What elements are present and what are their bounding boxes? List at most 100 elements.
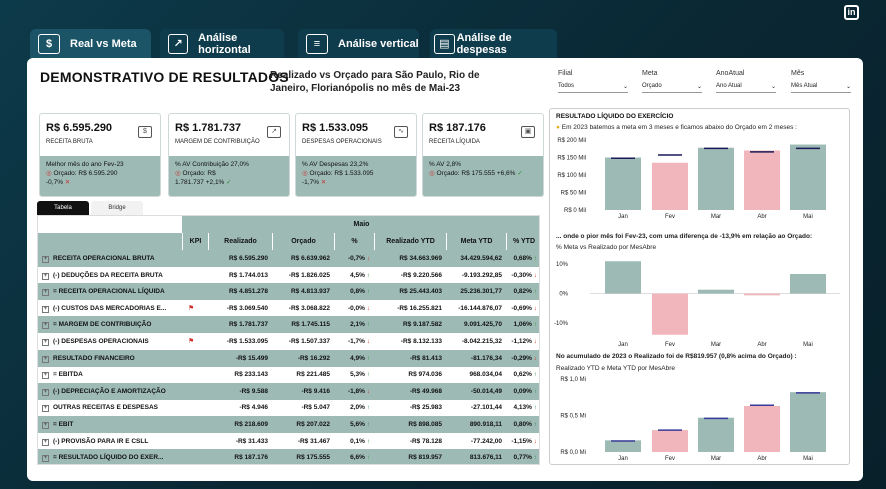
chart-text-2: ... onde o pior mês foi Fev-23, com uma …: [556, 233, 813, 240]
col-kpi[interactable]: KPI: [182, 233, 208, 250]
expand-icon[interactable]: +: [42, 372, 49, 380]
flag-icon: [188, 433, 202, 450]
flag-icon: ⚑: [188, 338, 195, 345]
kpi-line1: Melhor mês do ano Fev-23: [46, 161, 124, 168]
check-icon: ✓: [517, 170, 523, 177]
tab-label: Real vs Meta: [70, 37, 137, 50]
x-tick-label: Fev: [665, 456, 675, 462]
y-tick-label: 0%: [559, 292, 568, 298]
x-tick-label: Jan: [618, 214, 628, 219]
col-meta-ytd[interactable]: Meta YTD: [446, 233, 506, 250]
row-label: + = MARGEM DE CONTRIBUIÇÃO: [42, 321, 152, 330]
tab-bridge[interactable]: Bridge: [91, 201, 143, 215]
cell-real: R$ 4.851.278: [228, 288, 268, 296]
cell-pct: 5,3% ↑: [350, 371, 370, 379]
cell-meta: -50.014,49: [470, 387, 502, 395]
flag-icon: [188, 316, 202, 333]
row-label: + RECEITA OPERACIONAL BRUTA: [42, 255, 155, 263]
cell-real: -R$ 3.069.540: [226, 304, 268, 312]
table-row[interactable]: + OUTRAS RECEITAS E DESPESAS -R$ 4.946 -R$ …: [38, 399, 539, 416]
chart-text-1: ● Em 2023 batemos a meta em 3 meses e fi…: [556, 124, 797, 131]
arrow-up-icon: ↑: [531, 371, 537, 379]
expand-icon[interactable]: +: [42, 305, 49, 313]
linkedin-icon[interactable]: in: [844, 5, 859, 20]
cell-orc: R$ 221.485: [296, 371, 330, 379]
cell-meta: 890.918,11: [469, 421, 502, 428]
kpi-value: R$ 1.533.095: [302, 122, 369, 134]
tab-analise-vertical[interactable]: ≡ Análise vertical: [298, 29, 419, 58]
table-row[interactable]: + RECEITA OPERACIONAL BRUTA R$ 6.595.290 R$…: [38, 250, 539, 267]
cell-pct: 2,0% ↑: [350, 404, 370, 412]
col-realizado[interactable]: Realizado: [208, 233, 272, 250]
arrow-down-icon: ↓: [364, 255, 370, 262]
bar: [790, 392, 826, 452]
table-row[interactable]: + = RECEITA OPERACIONAL LÍQUIDA R$ 4.851.2…: [38, 283, 539, 301]
table-row[interactable]: + (-) DESPESAS OPERACIONAIS ⚑ -R$ 1.533.095…: [38, 333, 539, 350]
x-tick-label: Mai: [803, 342, 813, 348]
expand-icon[interactable]: +: [42, 438, 49, 446]
expand-icon[interactable]: +: [42, 388, 49, 396]
cell-pct: 2,1% ↑: [350, 321, 370, 329]
wallet-icon: ▣: [521, 126, 535, 138]
y-tick-label: R$ 200 Mil: [557, 138, 586, 144]
bar-trend-icon: ↗: [267, 126, 281, 138]
col-pct[interactable]: %: [334, 233, 374, 250]
tab-analise-horizontal[interactable]: ↗ Análise horizontal: [160, 29, 284, 58]
filter-value: Todos: [558, 83, 575, 89]
arrow-up-icon: ↑: [531, 404, 537, 412]
table-row[interactable]: + = EBITDA R$ 233.143 R$ 221.485 5,3% ↑ R$ 97…: [38, 366, 539, 383]
expand-icon[interactable]: +: [42, 355, 49, 363]
tab-analise-despesas[interactable]: ▤ Análise de despesas: [430, 29, 557, 58]
dre-table: Maio KPI Realizado Orçado % Realizado YT…: [37, 215, 540, 465]
expand-icon[interactable]: +: [42, 422, 49, 429]
target-icon: ◎: [175, 170, 183, 177]
arrow-up-icon: ↑: [531, 421, 537, 428]
cell-ytd: -R$ 9.220.566: [400, 271, 442, 279]
cell-real: -R$ 4.946: [239, 404, 268, 412]
expand-icon[interactable]: +: [42, 289, 49, 297]
expand-icon[interactable]: +: [42, 256, 49, 263]
filter-ano[interactable]: AnoAtual Ano Atual ⌄: [716, 70, 776, 93]
expand-icon[interactable]: +: [42, 405, 49, 413]
kpi-line2: Orçado: R$ 6.595.290: [53, 170, 118, 177]
flag-icon: [188, 350, 202, 367]
y-tick-label: R$ 150 Mil: [557, 156, 586, 162]
kpi-line3: -0,7%: [46, 179, 63, 186]
table-row[interactable]: + RESULTADO FINANCEIRO -R$ 15.499 -R$ 16.29…: [38, 349, 539, 367]
cell-ytd: -R$ 81.413: [409, 354, 442, 362]
filter-meta[interactable]: Meta Orçado ⌄: [642, 70, 702, 93]
cell-meta: -8.042.215,32: [461, 338, 502, 345]
table-row[interactable]: + (-) CUSTOS DAS MERCADORIAS E... ⚑ -R$ 3.0…: [38, 300, 539, 317]
cell-pytd: 0,80% ↑: [513, 421, 538, 428]
table-row[interactable]: + (-) PROVISÃO PARA IR E CSLL -R$ 31.433 -R…: [38, 433, 539, 450]
y-tick-label: R$ 100 Mil: [557, 173, 586, 179]
table-row[interactable]: + = RESULTADO LÍQUIDO DO EXER... R$ 187.17…: [38, 449, 539, 464]
col-orcado[interactable]: Orçado: [272, 233, 334, 250]
cell-ytd: -R$ 49.968: [409, 387, 442, 395]
tab-real-vs-meta[interactable]: $ Real vs Meta: [30, 29, 151, 58]
filter-mes[interactable]: Mês Mês Atual ⌄: [791, 70, 851, 93]
col-pct-ytd[interactable]: % YTD: [506, 233, 539, 250]
kpi-line3: -1,7%: [302, 179, 319, 186]
table-row[interactable]: + = EBIT R$ 218.609 R$ 207.022 5,6% ↑ R$ 898.…: [38, 416, 539, 433]
y-tick-label: 10%: [556, 262, 569, 268]
filter-filial[interactable]: Filial Todos ⌄: [558, 70, 628, 93]
filter-label: AnoAtual: [716, 70, 745, 77]
expand-icon[interactable]: +: [42, 455, 49, 463]
expand-icon[interactable]: +: [42, 339, 49, 346]
table-row[interactable]: + (-) DEPRECIAÇÃO E AMORTIZAÇÃO -R$ 9.588 -…: [38, 382, 539, 400]
expand-icon[interactable]: +: [42, 272, 49, 280]
chart-text-2-sub: % Meta vs Realizado por MesAbre: [556, 244, 657, 251]
chart-text-3-sub: Realizado YTD e Meta YTD por MesAbre: [556, 365, 675, 372]
table-row[interactable]: + (-) DEDUÇÕES DA RECEITA BRUTA R$ 1.744.0…: [38, 267, 539, 284]
kpi-line3: +6,6%: [496, 170, 516, 177]
expand-icon[interactable]: +: [42, 322, 49, 330]
cell-ytd: R$ 819.957: [408, 454, 442, 462]
arrow-down-icon: ↓: [531, 271, 537, 279]
col-realizado-ytd[interactable]: Realizado YTD: [374, 233, 446, 250]
arrow-up-icon: ↑: [364, 404, 370, 412]
tab-tabela[interactable]: Tabela: [37, 201, 89, 215]
table-row[interactable]: + = MARGEM DE CONTRIBUIÇÃO R$ 1.781.737 R$ …: [38, 316, 539, 334]
bar: [652, 293, 688, 335]
trend-chart-icon: ↗: [168, 33, 189, 54]
